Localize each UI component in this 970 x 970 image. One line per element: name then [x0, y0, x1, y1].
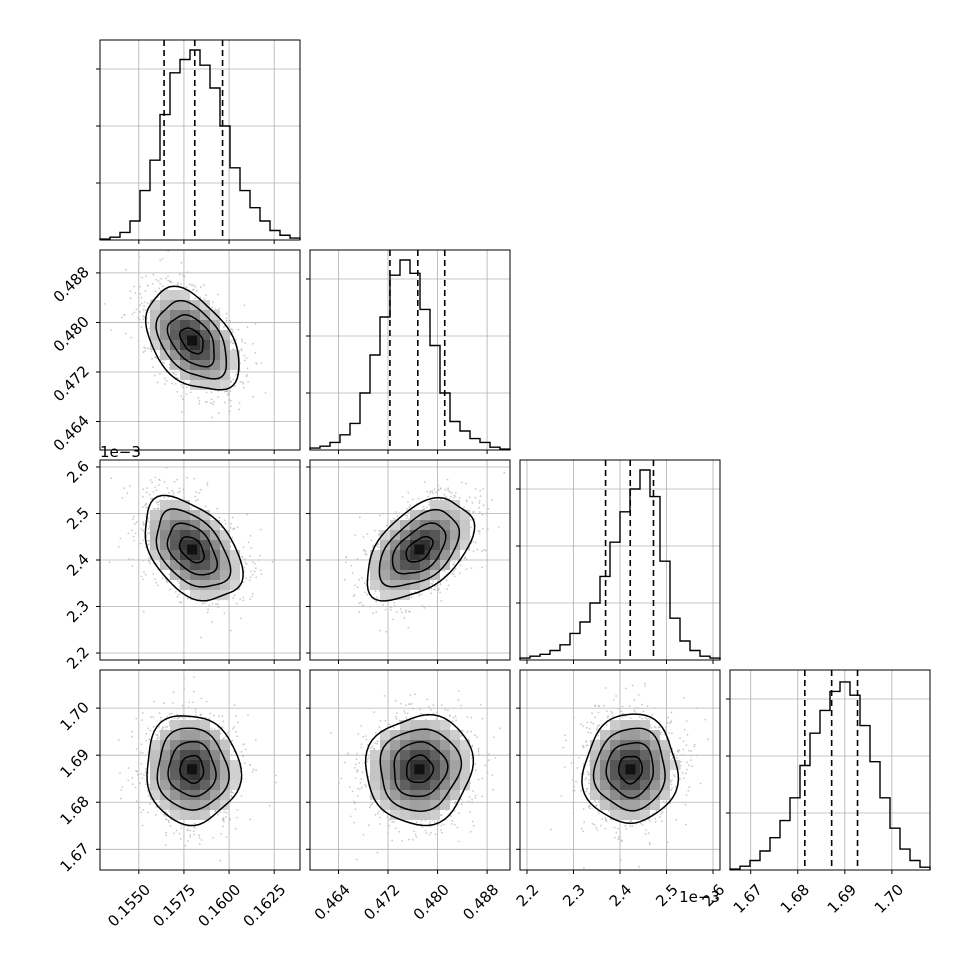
contour-level-3: [144, 285, 240, 391]
panel-frame: [729, 669, 931, 871]
contour-level-0: [178, 327, 204, 355]
panel-frame: [309, 459, 511, 661]
x-tick-label: 0.480: [410, 881, 453, 924]
contour-level-2: [155, 508, 232, 588]
y-tick-label: 1.68: [56, 792, 92, 828]
contour-level-2: [156, 727, 230, 811]
y-tick-label: 2.6: [63, 457, 93, 487]
contour-level-0: [178, 536, 205, 564]
y-tick-label: 2.5: [63, 504, 93, 534]
histogram-step-3: [729, 681, 931, 870]
contour-level-3: [581, 713, 680, 825]
y-tick-label: 2.2: [63, 643, 93, 673]
density-peak: [187, 544, 198, 555]
contour-level-3: [144, 494, 244, 602]
x-tick-label: 0.472: [360, 881, 403, 924]
histogram-panel-1: [306, 249, 511, 454]
contour-level-3: [364, 713, 475, 827]
density-peak: [414, 764, 425, 775]
density-panel-3-1: [306, 669, 511, 874]
panel-frame: [309, 669, 511, 871]
density-cells: [590, 720, 680, 820]
density-panel-2-0: [96, 459, 301, 664]
y-tick-label: 1.69: [56, 745, 92, 781]
x-tick-label: 2.2: [513, 881, 543, 911]
panel-frame: [309, 249, 511, 451]
y-tick-label: 0.480: [50, 313, 93, 356]
x-tick-label: 1.67: [730, 881, 766, 917]
y-tick-label: 1.70: [56, 698, 92, 734]
x-tick-label: 2.3: [559, 881, 589, 911]
panel-frame: [99, 249, 301, 451]
contour-level-2: [155, 299, 228, 380]
x-tick-label: 1.68: [777, 881, 813, 917]
contour-level-1: [166, 314, 215, 368]
contour-level-1: [393, 741, 449, 798]
density-peak: [187, 764, 198, 775]
density-panel-1-0: [96, 249, 301, 454]
contour-level-1: [605, 742, 655, 799]
contour-level-1: [391, 522, 447, 575]
y-tick-label: 2.3: [63, 597, 93, 627]
y-tick-label: 0.464: [50, 412, 93, 455]
contour-level-0: [405, 535, 434, 563]
x-tick-label: 2.5: [652, 881, 682, 911]
x-tick-label: 0.1600: [195, 881, 245, 931]
y-offset-label: 1e−3: [100, 443, 141, 461]
histogram-step-1: [309, 259, 511, 450]
histogram-panel-0: [96, 39, 301, 244]
density-cells: [370, 720, 470, 820]
histogram-step-0: [99, 49, 301, 240]
panel-frame: [99, 39, 301, 241]
x-tick-label: 0.1625: [240, 881, 290, 931]
density-cells: [370, 500, 470, 600]
y-tick-label: 1.67: [56, 839, 92, 875]
y-tick-label: 0.472: [50, 362, 93, 405]
histogram-panel-2: [516, 459, 721, 664]
panel-frame: [99, 669, 301, 871]
x-tick-label: 1.69: [824, 881, 860, 917]
density-peak: [187, 335, 198, 346]
panel-frame: [519, 459, 721, 661]
density-panel-2-1: [306, 459, 511, 664]
x-tick-label: 0.1550: [104, 881, 154, 931]
histogram-step-2: [519, 469, 721, 660]
contour-level-2: [592, 727, 666, 812]
contour-level-1: [166, 522, 219, 576]
x-offset-label: 1e−3: [679, 888, 720, 906]
x-tick-label: 2.4: [606, 881, 636, 911]
density-peak: [625, 764, 636, 775]
y-tick-label: 0.488: [50, 263, 93, 306]
density-panel-3-0: [96, 669, 301, 874]
x-tick-label: 0.464: [311, 881, 354, 924]
histogram-panel-3: [726, 669, 931, 874]
x-tick-label: 0.488: [459, 881, 502, 924]
contour-level-1: [167, 740, 217, 798]
x-tick-label: 0.1575: [149, 881, 199, 931]
density-panel-3-2: [516, 669, 721, 874]
y-tick-label: 2.4: [63, 550, 93, 580]
contour-level-3: [146, 715, 243, 827]
contour-level-0: [179, 754, 205, 785]
contour-level-2: [379, 728, 463, 812]
panel-frame: [519, 669, 721, 871]
contour-level-2: [378, 508, 461, 588]
contour-level-0: [618, 755, 643, 785]
contour-level-0: [405, 754, 435, 784]
contour-level-3: [366, 496, 476, 602]
density-peak: [414, 544, 425, 555]
x-tick-label: 1.70: [871, 881, 907, 917]
panel-frame: [99, 459, 301, 661]
